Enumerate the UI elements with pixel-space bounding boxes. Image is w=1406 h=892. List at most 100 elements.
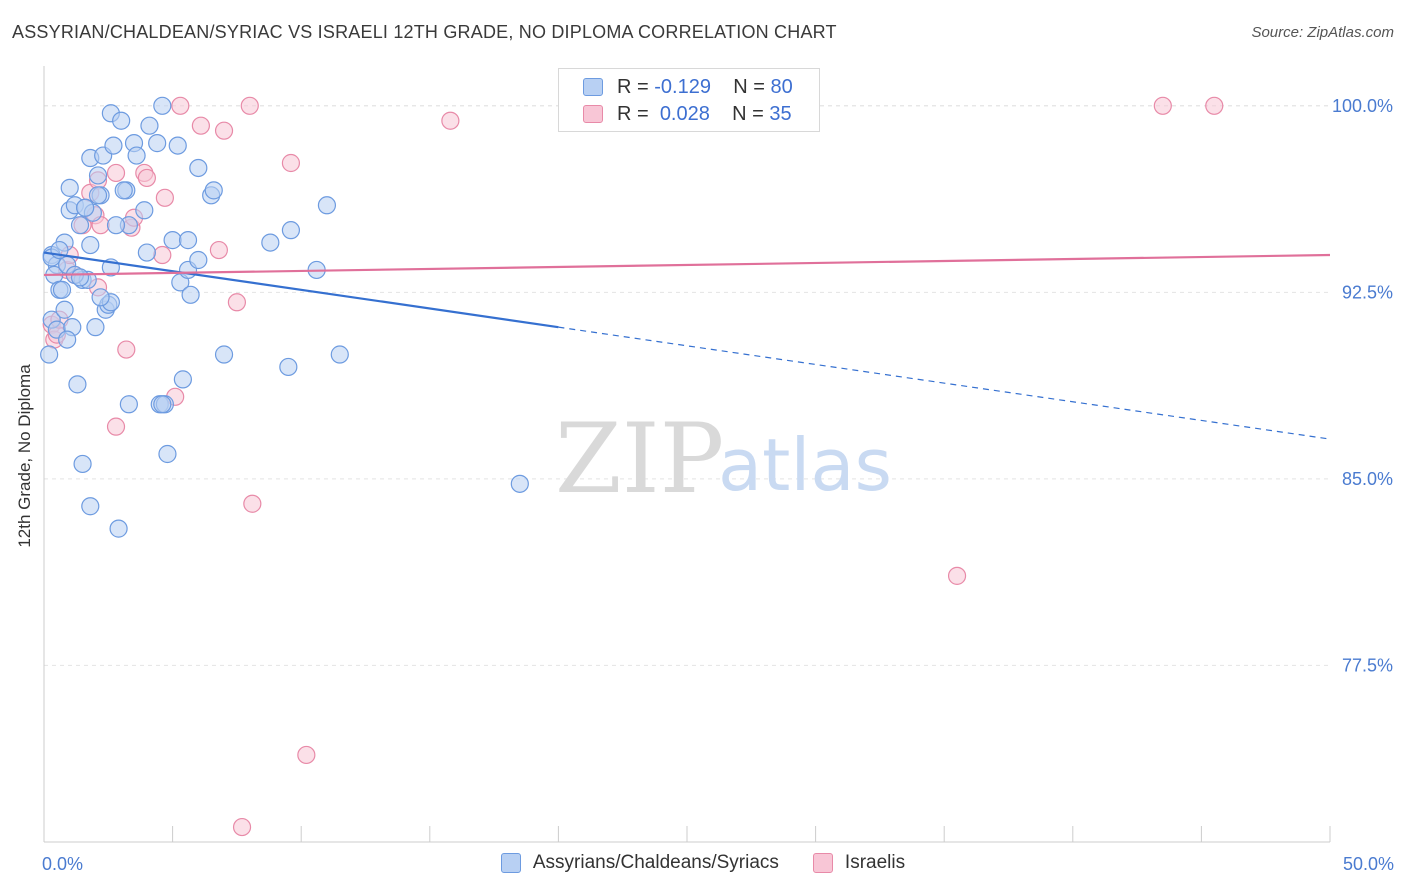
assyrians-point	[60, 178, 79, 197]
assyrians-point	[261, 233, 280, 252]
israelis-point	[191, 116, 210, 135]
israelis-point	[214, 121, 234, 140]
watermark: ZIP atlas	[555, 403, 892, 515]
assyrians-point	[106, 216, 126, 235]
israelis-point	[1205, 96, 1224, 115]
legend-swatch-israelis	[812, 853, 833, 873]
assyrians-point	[178, 231, 198, 250]
assyrians-point	[70, 216, 90, 235]
x-tick-label: 50.0%	[1343, 854, 1394, 874]
y-axis-label: 12th Grade, No Diploma	[15, 364, 34, 548]
legend-n-value: 80	[770, 75, 793, 98]
israelis-point	[1153, 96, 1172, 115]
y-tick-label: 77.5%	[1342, 655, 1393, 675]
assyrians-point	[189, 250, 208, 270]
assyrians-point	[204, 181, 223, 200]
assyrians-point	[181, 285, 200, 304]
legend-row-blue: R = -0.129 N = 80	[583, 75, 793, 99]
assyrians-point	[114, 181, 133, 200]
israelis-point	[155, 188, 174, 207]
assyrians-point	[104, 136, 123, 155]
legend-row-pink: R = 0.028 N = 35	[583, 102, 792, 126]
israelis-point	[297, 745, 316, 765]
assyrians-point	[140, 116, 159, 135]
trend-lines	[43, 251, 1331, 440]
israelis-point	[232, 817, 252, 837]
israelis-point	[171, 96, 190, 115]
x-tick-label: 0.0%	[42, 854, 83, 874]
israelis-point	[117, 340, 136, 359]
grid-layer	[44, 105, 1330, 666]
legend-n-value: 35	[769, 102, 792, 125]
assyrians-point	[68, 375, 87, 394]
assyrians-point	[317, 196, 337, 215]
assyrians-point	[52, 280, 72, 299]
assyrians-point	[91, 288, 110, 307]
israelis-point	[106, 417, 126, 436]
israelis-point	[243, 494, 262, 513]
assyrians-point	[70, 268, 90, 287]
israelis-point	[227, 293, 246, 312]
israelis-point	[153, 245, 172, 265]
assyrians-point	[510, 474, 529, 493]
israelis-point	[240, 96, 259, 115]
assyrians-point	[119, 395, 138, 414]
legend-r-label: R =	[617, 75, 649, 98]
assyrians-trend-extension	[558, 326, 1331, 440]
assyrians-point	[153, 96, 172, 115]
assyrians-point	[40, 345, 59, 364]
israelis-point	[209, 240, 228, 260]
legend-n-label: N =	[733, 75, 765, 98]
assyrians-point	[127, 146, 146, 165]
assyrians-point	[58, 330, 77, 349]
legend-r-label: R =	[617, 102, 649, 125]
israelis-point	[106, 163, 126, 183]
chart-title: ASSYRIAN/CHALDEAN/SYRIAC VS ISRAELI 12TH…	[12, 22, 837, 42]
assyrians-point	[135, 201, 154, 220]
legend-r-value: 0.028	[659, 102, 710, 125]
assyrians-point	[214, 345, 234, 364]
assyrians-point	[88, 186, 108, 205]
assyrians-point	[76, 198, 95, 217]
source-label: Source: ZipAtlas.com	[1251, 24, 1394, 41]
israelis-point	[137, 168, 156, 188]
legend-label-israelis: Israelis	[844, 852, 906, 873]
legend-label-assyrians: Assyrians/Chaldeans/Syriacs	[532, 852, 779, 873]
assyrians-point	[330, 345, 349, 364]
legend-item-israelis: Israelis	[812, 852, 906, 874]
assyrians-point	[73, 454, 92, 474]
israelis-point	[441, 111, 460, 130]
assyrians-point	[81, 235, 100, 255]
assyrians-point	[281, 221, 301, 240]
israelis-point	[281, 153, 301, 173]
y-tick-label: 92.5%	[1342, 282, 1393, 302]
tick-labels: 100.0% 92.5% 85.0% 77.5% 0.0% 50.0%	[42, 96, 1394, 874]
legend-swatch-pink	[583, 105, 603, 123]
assyrians-point	[158, 444, 177, 464]
legend-swatch-assyrians	[500, 853, 521, 873]
legend-item-assyrians: Assyrians/Chaldeans/Syriacs	[500, 852, 779, 874]
legend-n-label: N =	[732, 102, 764, 125]
assyrians-point	[153, 395, 172, 414]
assyrians-point	[81, 497, 100, 516]
assyrians-point	[173, 370, 192, 389]
assyrians-point	[279, 357, 298, 377]
assyrians-trend-line	[43, 251, 559, 329]
correlation-legend: R = -0.129 N = 80 R = 0.028 N = 35	[558, 68, 820, 132]
y-tick-label: 85.0%	[1342, 469, 1393, 489]
assyrians-point	[168, 136, 187, 155]
assyrians-point	[163, 231, 182, 250]
assyrians-point	[55, 300, 74, 319]
watermark-zip: ZIP	[555, 403, 724, 515]
legend-swatch-blue	[583, 78, 603, 96]
axes-layer	[43, 66, 1331, 843]
assyrians-point	[189, 158, 208, 178]
y-tick-label: 100.0%	[1332, 96, 1393, 116]
assyrians-point	[137, 243, 156, 262]
assyrians-point	[112, 111, 131, 130]
assyrians-point	[148, 134, 167, 153]
series-assyrians-points	[40, 96, 529, 538]
israelis-point	[947, 566, 967, 585]
assyrians-point	[86, 318, 105, 337]
